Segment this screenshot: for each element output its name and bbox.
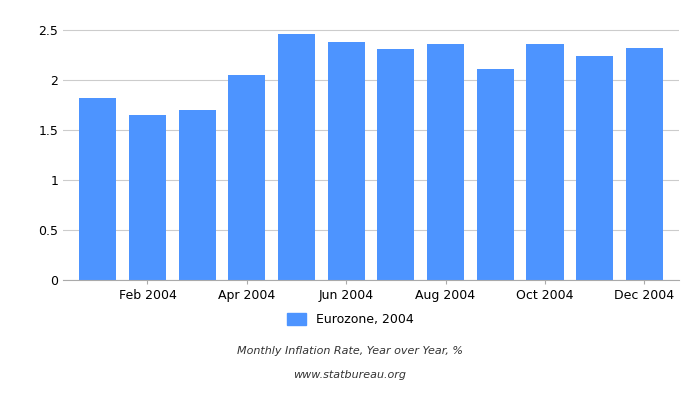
Bar (178, 110, 216, 280)
Bar (328, 42, 365, 280)
Text: Monthly Inflation Rate, Year over Year, %: Monthly Inflation Rate, Year over Year, … (237, 346, 463, 356)
Bar (129, 115, 166, 280)
Bar (576, 56, 613, 280)
Text: www.statbureau.org: www.statbureau.org (293, 370, 407, 380)
Bar (228, 75, 265, 280)
Bar (278, 34, 315, 280)
Bar (79, 98, 116, 280)
Bar (626, 48, 663, 280)
Bar (427, 44, 464, 280)
Legend: Eurozone, 2004: Eurozone, 2004 (281, 308, 419, 331)
Bar (377, 49, 414, 280)
Bar (526, 44, 564, 280)
Bar (477, 69, 514, 280)
